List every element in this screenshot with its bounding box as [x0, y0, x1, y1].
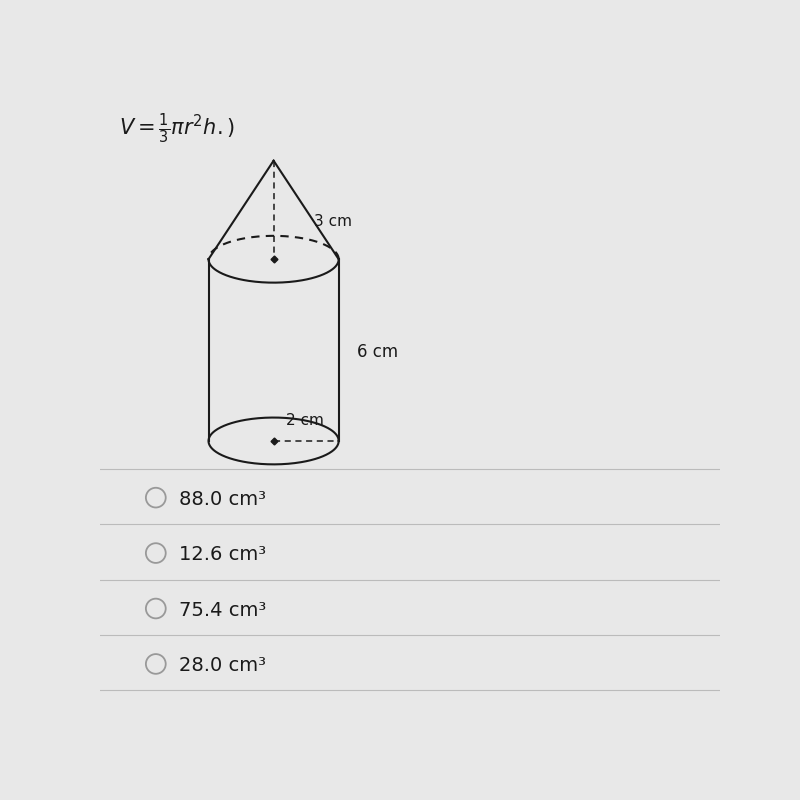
Text: $V = \frac{1}{3}\pi r^2 h.$): $V = \frac{1}{3}\pi r^2 h.$)	[118, 111, 234, 146]
Text: 12.6 cm³: 12.6 cm³	[179, 546, 266, 565]
Text: 2 cm: 2 cm	[286, 413, 324, 428]
Text: 6 cm: 6 cm	[358, 342, 398, 361]
Text: 75.4 cm³: 75.4 cm³	[179, 601, 266, 620]
Text: 28.0 cm³: 28.0 cm³	[179, 656, 266, 675]
Text: 88.0 cm³: 88.0 cm³	[179, 490, 266, 509]
Text: 3 cm: 3 cm	[314, 214, 352, 229]
